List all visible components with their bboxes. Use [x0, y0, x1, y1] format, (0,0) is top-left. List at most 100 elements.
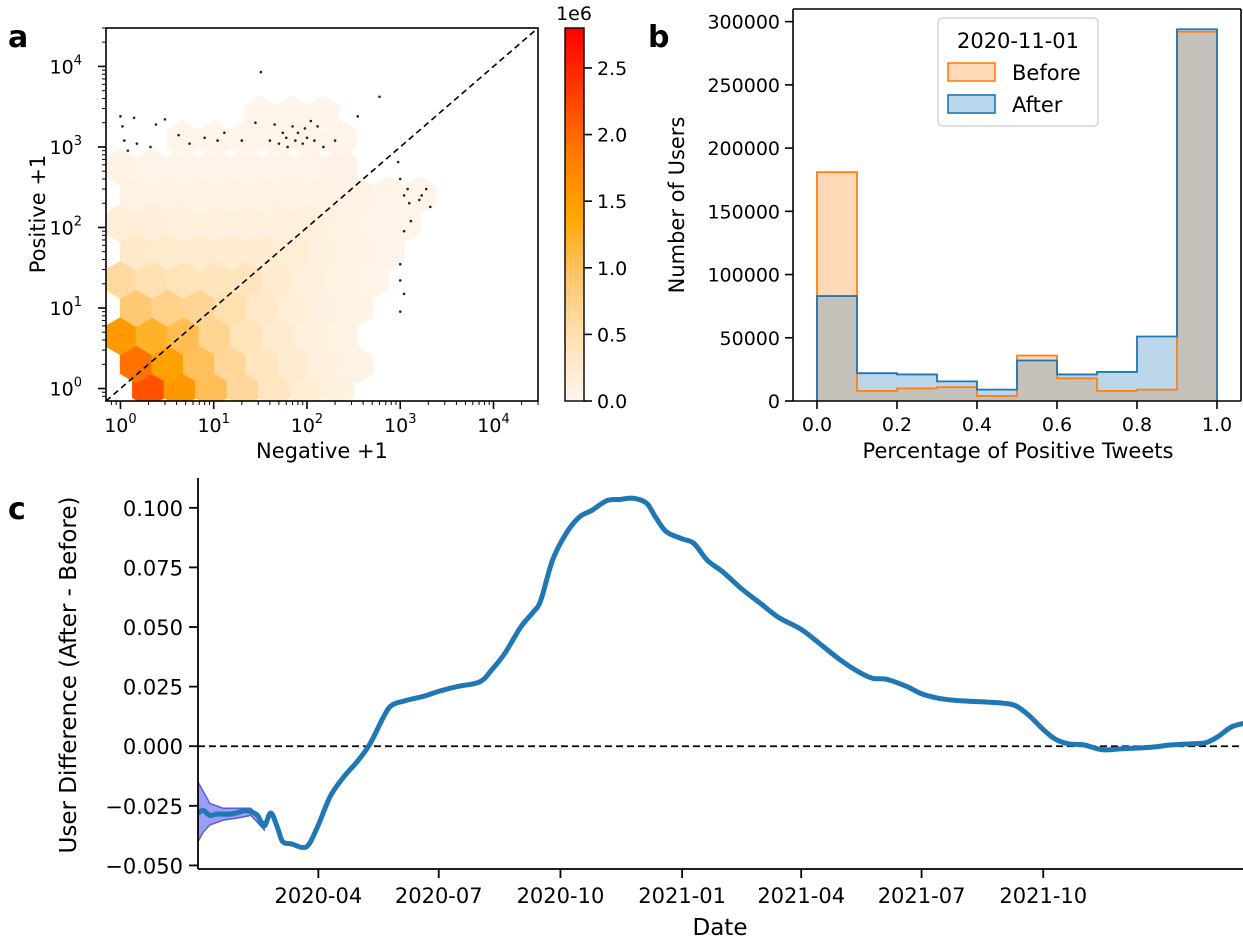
x-tick-label: 0.4 [962, 414, 992, 436]
outlier-point [356, 115, 360, 118]
hex-cell [340, 288, 374, 328]
outlier-point [135, 142, 139, 145]
x-tick-label: 2021-07 [878, 884, 966, 908]
hex-cell [308, 345, 342, 384]
histogram-bar-excess [1137, 336, 1177, 390]
outlier-point [406, 187, 409, 191]
outlier-point [119, 115, 122, 118]
hex-cell [372, 176, 405, 215]
hex-cell [135, 317, 169, 356]
panel-b-legend: 2020-11-01 Before After [937, 17, 1099, 127]
tick-base: 10 [50, 137, 74, 159]
tick-exponent: 1 [74, 295, 82, 310]
hex-cell [106, 317, 137, 356]
legend-swatch-after [947, 94, 996, 114]
outlier-point [424, 187, 428, 191]
hex-cell [214, 176, 248, 215]
histogram-bar-overlap [937, 387, 977, 401]
x-tick-label: 104 [477, 412, 509, 437]
panel-c-line-chart: 2020-04 2020-07 2020-10 2021-01 2021-04 2021-… [56, 478, 1243, 940]
outlier-point [281, 131, 285, 135]
panel-b-x-ticks: 0.0 0.2 0.4 0.6 0.8 1.0 [802, 401, 1232, 436]
x-tick-label: 2020-04 [274, 884, 362, 908]
outlier-point [398, 279, 402, 282]
outlier-point [132, 116, 136, 120]
hex-cell [277, 176, 311, 215]
hex-cell [106, 148, 137, 187]
hex-cell [307, 95, 340, 134]
x-tick-label: 2021-10 [999, 884, 1087, 908]
hex-cell [230, 148, 263, 187]
tick-exponent: 4 [501, 412, 509, 427]
hex-cell [167, 260, 200, 299]
y-tick-label: 0.050 [123, 616, 183, 640]
colorbar-tick-label: 1.0 [597, 258, 627, 280]
y-tick-label: 200000 [707, 138, 780, 160]
outlier-point [301, 142, 305, 145]
hex-cell [106, 204, 137, 243]
outlier-point [294, 139, 297, 142]
histogram-bar-excess [857, 373, 897, 391]
outlier-point [223, 131, 226, 135]
outlier-point [203, 136, 206, 140]
panel-a-frame [105, 27, 539, 402]
hex-cell [275, 95, 309, 134]
hex-cell [214, 345, 248, 384]
tick-base: 10 [477, 415, 501, 437]
legend-title: 2020-11-01 [957, 29, 1079, 53]
y-tick-label: −0.025 [105, 795, 183, 819]
hex-cell [135, 204, 169, 243]
hex-cell [340, 232, 374, 271]
outlier-point [177, 133, 180, 137]
x-tick-label: 2021-04 [757, 884, 845, 908]
y-tick-label: 104 [50, 53, 82, 78]
outlier-point [259, 70, 263, 74]
hex-cell [324, 119, 357, 158]
hex-cell [308, 288, 342, 328]
hex-cell [293, 204, 326, 243]
outlier-point [402, 194, 406, 197]
hex-cell [119, 232, 153, 271]
hex-cell [151, 232, 185, 271]
hex-cell [356, 260, 389, 299]
outlier-point [417, 198, 421, 202]
colorbar-ticks: 0.0 0.5 1.0 1.5 2.0 2.5 [584, 58, 627, 413]
panel-a-x-ticks: 100 101 102 103 104 [104, 401, 539, 437]
tick-exponent: 4 [74, 53, 82, 68]
histogram-bar-overlap [977, 395, 1017, 401]
hex-cell [324, 204, 358, 243]
hex-cell [167, 204, 200, 243]
tick-base: 10 [291, 415, 315, 437]
hex-cell [356, 204, 389, 243]
hex-cell [151, 176, 185, 215]
hex-cell [293, 317, 326, 356]
outlier-point [149, 145, 152, 149]
y-tick-label: 100 [50, 376, 82, 401]
hex-cell [245, 288, 279, 328]
hex-cell [261, 148, 295, 187]
outlier-point [316, 125, 319, 128]
y-tick-label: 250000 [707, 75, 780, 97]
panel-b-x-label: Percentage of Positive Tweets [863, 439, 1174, 463]
hex-cell [261, 204, 295, 243]
hex-cell [324, 148, 358, 187]
outlier-point [409, 219, 413, 223]
legend-swatch-before [947, 62, 996, 82]
histogram-step-after [816, 28, 1218, 401]
colorbar-multiplier: 1e6 [556, 3, 592, 25]
histogram-bar-excess [1017, 355, 1057, 361]
panel-a-letter: a [8, 20, 28, 55]
x-tick-label: 103 [384, 412, 416, 437]
histogram-bar-overlap [1057, 378, 1097, 401]
histogram-bar-overlap [1177, 31, 1217, 401]
y-tick-label: 101 [50, 295, 82, 320]
histogram-bar-overlap [1097, 390, 1137, 401]
hex-cell [135, 148, 169, 187]
y-tick-label: 150000 [707, 201, 780, 223]
tick-exponent: 0 [128, 412, 136, 427]
user-difference-line [198, 495, 1243, 851]
hex-cell [277, 345, 311, 384]
tick-exponent: 2 [315, 412, 323, 427]
hex-cell [182, 176, 216, 215]
